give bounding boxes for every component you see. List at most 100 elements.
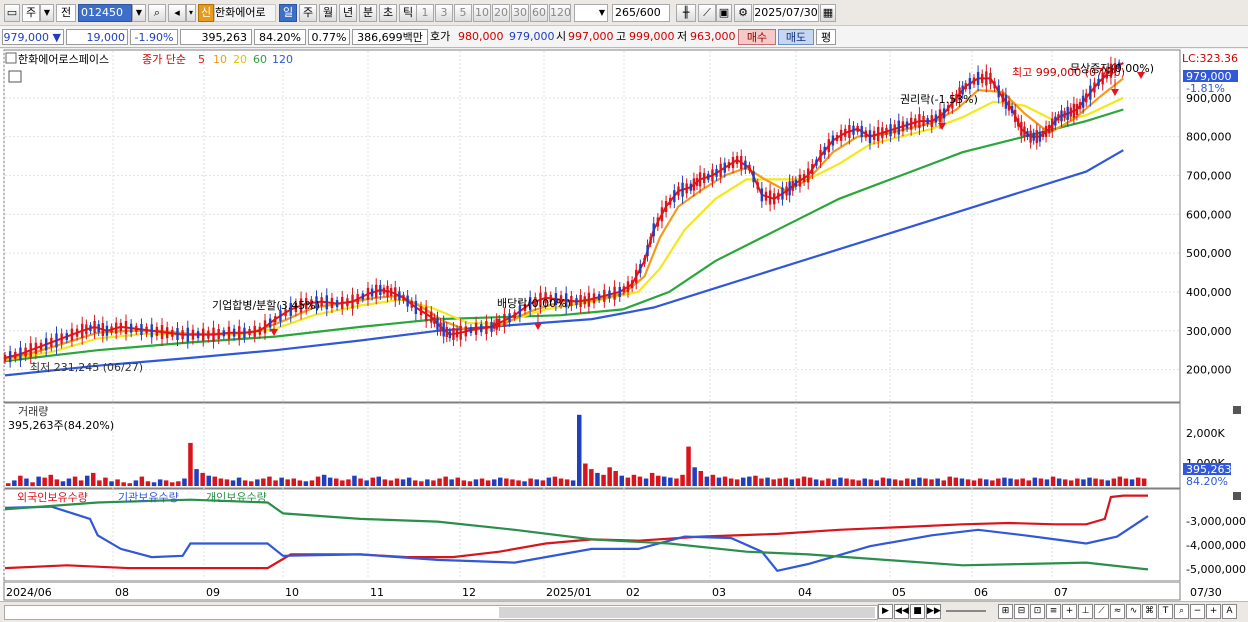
interval-dropdown[interactable]: ▼	[574, 4, 608, 22]
candle-body	[480, 324, 483, 333]
candle-body	[227, 326, 231, 339]
grid-icon-2[interactable]: ⊟	[1014, 604, 1029, 619]
candle-body	[868, 130, 872, 144]
calculator-icon[interactable]	[8, 70, 22, 83]
scroll-right-icon[interactable]: ▶	[878, 604, 893, 619]
interval-button-20[interactable]: 20	[492, 4, 510, 22]
zoom-icon[interactable]: ⌕	[1174, 604, 1189, 619]
wave-icon[interactable]: ∿	[1126, 604, 1141, 619]
interval-button-5[interactable]: 5	[454, 4, 472, 22]
text-icon[interactable]: T	[1158, 604, 1173, 619]
stop-icon[interactable]: ■	[910, 604, 925, 619]
sell-button[interactable]: 매도	[778, 29, 814, 45]
volume-close-icon[interactable]	[1233, 406, 1241, 414]
volume-tick-2000k: 2,000K	[1186, 427, 1225, 440]
volume-bar	[473, 479, 479, 486]
volume-bar	[662, 476, 667, 486]
candle-body	[823, 146, 826, 155]
time-label: 04	[798, 586, 812, 599]
ruler-icon[interactable]: ⊥	[1078, 604, 1093, 619]
holdings-line-2	[4, 498, 1149, 571]
candle-body	[207, 330, 210, 339]
volume-bar	[583, 463, 588, 486]
minus-icon[interactable]: −	[1190, 604, 1205, 619]
eval-button[interactable]: 평	[816, 29, 836, 45]
search-icon[interactable]: ⌕	[148, 4, 166, 22]
legend-icon[interactable]	[5, 52, 17, 64]
candle-body	[503, 313, 506, 327]
period-button-2[interactable]: 월	[319, 4, 337, 22]
period-select[interactable]: 주	[22, 4, 40, 22]
volume-bar	[1008, 478, 1013, 486]
chart-canvas[interactable]: 한화에어로스페이스 종가 단순 5 10 20 60 120 LC:323.36…	[0, 49, 1248, 601]
speaker-dropdown-icon[interactable]: ▾	[186, 4, 196, 22]
candle-body	[702, 173, 706, 184]
interval-button-1[interactable]: 1	[416, 4, 434, 22]
volume-bar	[303, 481, 309, 486]
legend-ma-20: 20	[233, 53, 247, 66]
calendar-icon[interactable]: ▦	[820, 4, 836, 22]
volume-bar	[236, 477, 242, 486]
mode-select[interactable]: 전	[56, 4, 76, 22]
candle-body	[485, 321, 488, 335]
scroll-thumb[interactable]	[499, 607, 875, 618]
grid-icon-3[interactable]: ⊡	[1030, 604, 1045, 619]
chevron-down-icon[interactable]: ▼	[40, 4, 54, 22]
speaker-icon[interactable]: ◂	[168, 4, 186, 22]
grid-icon[interactable]: ⊞	[998, 604, 1013, 619]
interval-button-3[interactable]: 3	[435, 4, 453, 22]
candle-body	[1007, 100, 1011, 111]
period-button-5[interactable]: 초	[379, 4, 397, 22]
volume-bar	[200, 472, 205, 486]
fast-forward-icon[interactable]: ▶▶	[926, 604, 941, 619]
candle-body	[258, 326, 262, 335]
volume-bar	[577, 414, 582, 487]
gear-icon[interactable]: ⚙	[734, 4, 752, 22]
candle-body	[872, 130, 876, 140]
period-button-4[interactable]: 분	[359, 4, 377, 22]
volume-bar	[1135, 477, 1141, 486]
candle-body	[97, 324, 100, 333]
scroll-track[interactable]	[4, 605, 878, 620]
period-button-3[interactable]: 년	[339, 4, 357, 22]
volume-bar	[327, 477, 333, 486]
list-icon[interactable]: ≡	[1046, 604, 1061, 619]
date-input[interactable]: 2025/07/30	[753, 4, 819, 22]
period-button-6[interactable]: 틱	[399, 4, 417, 22]
stock-code-input[interactable]: 012450	[78, 4, 132, 22]
interval-button-10[interactable]: 10	[473, 4, 491, 22]
holdings-close-icon[interactable]	[1233, 492, 1241, 500]
pattern-icon[interactable]: ⌘	[1142, 604, 1157, 619]
candle-body	[698, 172, 702, 187]
candle-body	[669, 197, 672, 205]
draw-line-icon[interactable]: ⟋	[698, 4, 716, 22]
volume-bar	[352, 475, 357, 486]
candle-body	[649, 236, 652, 244]
buy-button[interactable]: 매수	[738, 29, 776, 45]
period-button-0[interactable]: 일	[279, 4, 297, 22]
interval-button-30[interactable]: 30	[511, 4, 529, 22]
candle-body	[881, 127, 884, 139]
code-dropdown-icon[interactable]: ▼	[132, 4, 146, 22]
zoom-slider[interactable]	[946, 610, 986, 612]
crosshair-icon[interactable]: +	[1062, 604, 1077, 619]
chart-area[interactable]: 한화에어로스페이스 종가 단순 5 10 20 60 120 LC:323.36…	[0, 49, 1248, 601]
trend-icon[interactable]: ⟋	[1094, 604, 1109, 619]
count-input[interactable]: 265/600	[612, 4, 670, 22]
low-price: 963,000	[690, 30, 736, 43]
volume-bar	[868, 479, 874, 486]
interval-button-60[interactable]: 60	[530, 4, 548, 22]
candle-body	[985, 71, 988, 86]
save-icon[interactable]: ▣	[716, 4, 732, 22]
candle-body	[930, 115, 933, 128]
font-icon[interactable]: A	[1222, 604, 1237, 619]
period-button-1[interactable]: 주	[299, 4, 317, 22]
candle-body	[905, 121, 909, 129]
fib-icon[interactable]: ≈	[1110, 604, 1125, 619]
rewind-icon[interactable]: ◀◀	[894, 604, 909, 619]
candle-icon[interactable]: ╫	[676, 4, 696, 22]
plus-icon[interactable]: +	[1206, 604, 1221, 619]
window-icon[interactable]: ▭	[4, 4, 20, 22]
interval-button-120[interactable]: 120	[549, 4, 571, 22]
candle-body	[335, 300, 339, 308]
